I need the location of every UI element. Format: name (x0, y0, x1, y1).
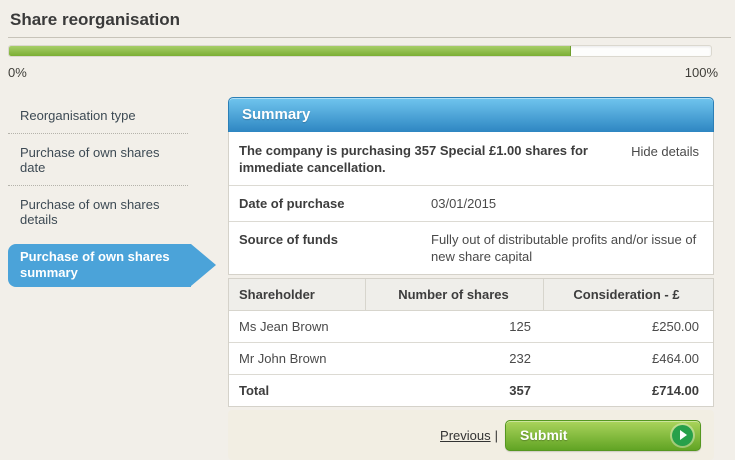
detail-row-source-of-funds: Source of funds Fully out of distributab… (229, 222, 713, 274)
detail-label: Source of funds (239, 232, 338, 247)
hide-details-link[interactable]: Hide details (631, 144, 699, 159)
cell-shareholder: Ms Jean Brown (239, 319, 329, 334)
summary-panel: Summary The company is purchasing 357 Sp… (228, 97, 714, 460)
column-header-shareholder: Shareholder (239, 287, 315, 302)
column-header-number-of-shares: Number of shares (365, 279, 543, 310)
sidebar-item-purchase-details[interactable]: Purchase of own shares details (8, 186, 188, 237)
sidebar-item-label: Reorganisation type (20, 108, 136, 123)
sidebar-item-label: Purchase of own shares summary (20, 249, 170, 280)
content-area: Reorganisation type Purchase of own shar… (8, 97, 735, 460)
table-header-row: Shareholder Number of shares Considerati… (229, 279, 713, 311)
progress-bar-fill (9, 46, 571, 56)
progress-max-label: 100% (684, 65, 718, 80)
sidebar-item-purchase-date[interactable]: Purchase of own shares date (8, 134, 188, 186)
detail-row-date-of-purchase: Date of purchase 03/01/2015 (229, 186, 713, 222)
sidebar-item-label: Purchase of own shares date (20, 145, 160, 175)
cell-shares: 232 (509, 351, 531, 366)
summary-intro-text: The company is purchasing 357 Special £1… (239, 143, 588, 175)
submit-arrow-icon (672, 424, 693, 446)
cell-consideration: £464.00 (652, 351, 699, 366)
wizard-steps-sidebar: Reorganisation type Purchase of own shar… (8, 97, 220, 460)
progress-labels: 0% 100% (8, 65, 718, 80)
detail-value: Fully out of distributable profits and/o… (431, 232, 697, 264)
title-divider (8, 37, 731, 38)
cell-shares: 125 (509, 319, 531, 334)
sidebar-item-purchase-summary-active[interactable]: Purchase of own shares summary (8, 244, 216, 287)
cell-consideration: £250.00 (652, 319, 699, 334)
submit-button[interactable]: Submit (505, 419, 701, 451)
table-body: Ms Jean Brown 125 £250.00 Mr John Brown … (229, 311, 713, 406)
cell-total-shares: 357 (509, 383, 531, 398)
table-row: Mr John Brown 232 £464.00 (229, 343, 713, 375)
progress-bar (8, 45, 712, 57)
sidebar-item-label: Purchase of own shares details (20, 197, 160, 227)
cell-total-consideration: £714.00 (652, 383, 699, 398)
cell-total-label: Total (239, 383, 270, 398)
shareholders-table: Shareholder Number of shares Considerati… (228, 278, 714, 407)
summary-panel-body: The company is purchasing 357 Special £1… (228, 132, 714, 275)
column-header-consideration: Consideration - £ (543, 279, 713, 310)
page-title: Share reorganisation (10, 10, 181, 29)
summary-intro-row: The company is purchasing 357 Special £1… (229, 132, 713, 186)
detail-value: 03/01/2015 (431, 196, 497, 211)
previous-link[interactable]: Previous (440, 427, 491, 443)
cell-shareholder: Mr John Brown (239, 351, 327, 366)
table-row: Ms Jean Brown 125 £250.00 (229, 311, 713, 343)
sidebar-item-reorganisation-type[interactable]: Reorganisation type (8, 97, 188, 134)
progress-min-label: 0% (8, 65, 27, 80)
footer-separator: | (494, 427, 498, 443)
table-total-row: Total 357 £714.00 (229, 375, 713, 406)
panel-footer: Previous | Submit (228, 410, 714, 460)
detail-label: Date of purchase (239, 196, 345, 211)
summary-panel-header: Summary (228, 97, 714, 132)
submit-button-label: Submit (520, 426, 568, 443)
